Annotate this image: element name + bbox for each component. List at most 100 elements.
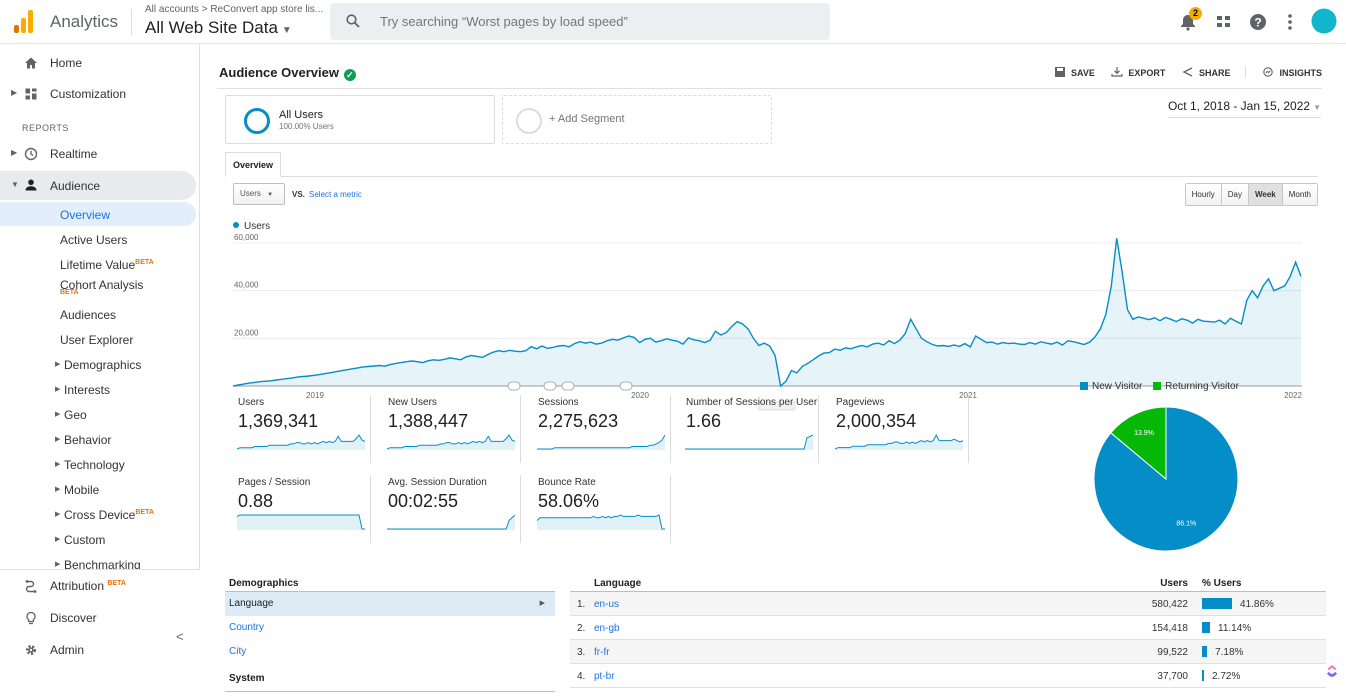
person-icon [25,179,37,191]
language-link[interactable]: en-gb [594,623,620,634]
sidebar-item-technology[interactable]: ▶ Technology [0,452,196,476]
sidebar-item-mobile[interactable]: ▶ Mobile [0,477,196,501]
series-area-users [233,238,1301,386]
sidebar-item-demographics[interactable]: ▶ Demographics [0,352,196,376]
reports-section-label: REPORTS [22,123,69,133]
property-selector[interactable]: All Web Site Data ▼ [145,18,292,38]
sidebar-item-label: Active Users [60,233,128,247]
sidebar-item-audiences[interactable]: Audiences [0,302,196,326]
segment-all-users[interactable]: All Users 100.00% Users [225,95,495,144]
date-range-picker[interactable]: Oct 1, 2018 - Jan 15, 2022 ▼ [1167,99,1321,118]
scorecard[interactable]: Users 1,369,341 [231,395,371,463]
scorecard-value: 2,275,623 [538,411,619,431]
language-link[interactable]: en-us [594,599,620,610]
demographics-language[interactable]: Language ▶ [225,592,555,616]
granularity-hourly[interactable]: Hourly [1185,184,1221,205]
scorecard[interactable]: Pageviews 2,000,354 [829,395,969,463]
select-metric-link[interactable]: Select a metric [309,190,362,199]
scorecard-value: 58.06% [538,491,600,511]
save-button[interactable]: SAVE [1054,67,1095,78]
segment-percent: 100.00% Users [279,122,334,131]
account-avatar[interactable] [1311,8,1337,34]
scorecard[interactable]: Sessions 2,275,623 [531,395,671,463]
sidebar-item-attribution[interactable]: Attribution BETA [0,573,196,599]
download-icon [1111,67,1124,77]
row-users: 99,522 [1157,647,1188,658]
language-link[interactable]: pt-br [594,671,615,682]
sidebar-item-active-users[interactable]: Active Users [0,227,196,251]
series-line-users[interactable] [232,238,1302,388]
language-link[interactable]: fr-fr [594,647,610,658]
sidebar-item-geo[interactable]: ▶ Geo [0,402,196,426]
legend-swatch [1153,382,1162,390]
sidebar-item-realtime[interactable]: ▶ Realtime [0,141,196,167]
tab-overview[interactable]: Overview [225,152,281,177]
apps-grid-icon[interactable] [1214,12,1234,32]
sidebar-item-label: Overview [60,208,111,222]
sidebar-item-custom[interactable]: ▶ Custom [0,527,196,551]
notifications-bell-icon[interactable]: 2 [1178,7,1202,32]
row-percent: 41.86% [1240,599,1274,610]
sidebar-item-admin[interactable]: Admin [0,637,196,663]
sparkline-area [685,435,813,450]
scorecard-name: Users [238,397,265,408]
sidebar-item-benchmarking[interactable]: ▶ Benchmarking [0,552,196,569]
sidebar-item-home[interactable]: Home [0,50,196,76]
metric-dropdown[interactable]: Users ▼ [233,183,285,205]
share-button[interactable]: SHARE [1182,67,1230,78]
help-icon[interactable]: ? [1248,12,1268,32]
sidebar-item-cross-device[interactable]: ▶ Cross DeviceBETA [0,502,196,526]
sidebar-item-lifetime-value[interactable]: Lifetime ValueBETA [0,252,196,276]
collapse-sidebar-chevron-icon[interactable]: < [176,629,184,644]
more-vert-icon[interactable] [1280,12,1300,32]
sidebar-item-audience[interactable]: ▼ Audience [0,171,196,200]
scorecard-value: 00:02:55 [388,491,459,511]
sidebar-item-interests[interactable]: ▶ Interests [0,377,196,401]
breadcrumb[interactable]: All accounts > ReConvert app store lis..… [145,4,324,15]
percent-bar [1202,670,1204,681]
search-input[interactable]: Try searching “Worst pages by load speed… [330,3,830,40]
chevron-right-icon: ▶ [55,561,61,568]
sparkline-line [387,514,515,530]
annotation-marker[interactable] [543,381,557,391]
scorecard[interactable]: Pages / Session 0.88 [231,475,371,543]
scorecard[interactable]: New Users 1,388,447 [381,395,521,463]
insights-label: INSIGHTS [1279,68,1322,78]
demographics-city[interactable]: City [229,646,247,657]
sidebar-item-discover[interactable]: Discover [0,605,196,631]
scorecard[interactable]: Bounce Rate 58.06% [531,475,671,543]
pie-slice-new-visitor[interactable] [1093,406,1239,552]
sidebar-item-label: Technology [64,458,125,472]
sidebar-item-cohort-analysis[interactable]: Cohort Analysis BETA [0,273,196,301]
dashboard-icon [25,88,37,100]
demographics-item-label: Language [229,598,274,609]
export-button[interactable]: EXPORT [1111,67,1165,78]
insights-button[interactable]: INSIGHTS [1262,67,1322,78]
chart-expand-handle[interactable] [758,401,796,411]
sidebar-item-overview[interactable]: Overview [0,202,196,226]
demographics-country[interactable]: Country [229,622,265,633]
sidebar-item-label: Realtime [50,147,98,161]
system-section-title: System [225,668,555,692]
scorecard[interactable]: Avg. Session Duration 00:02:55 [381,475,521,543]
annotation-marker[interactable] [561,381,575,391]
sidebar-item-customization[interactable]: ▶ Customization [0,81,196,107]
scorecard[interactable]: Number of Sessions per User 1.66 [679,395,819,463]
scorecard-sparkline [237,434,365,450]
annotation-marker[interactable] [619,381,633,391]
sidebar-item-behavior[interactable]: ▶ Behavior [0,427,196,451]
top-bar: Analytics All accounts > ReConvert app s… [0,0,1346,44]
add-segment-button[interactable]: + Add Segment [502,95,772,144]
visitor-pie-chart[interactable]: 86.1% 13.9% [1093,406,1239,552]
report-actions: SAVE EXPORT SHARE INSIGHTS [1040,66,1322,78]
sidebar-item-label: Cross DeviceBETA [64,508,154,522]
pie-slice-returning-visitor[interactable] [1110,406,1167,481]
granularity-month[interactable]: Month [1281,184,1317,205]
sidebar-item-user-explorer[interactable]: User Explorer [0,327,196,351]
analytics-logo-icon[interactable] [14,9,36,33]
granularity-day[interactable]: Day [1220,184,1248,205]
clickup-logo-icon[interactable] [1325,664,1339,678]
annotation-marker[interactable] [507,381,521,391]
granularity-week[interactable]: Week [1248,184,1282,205]
